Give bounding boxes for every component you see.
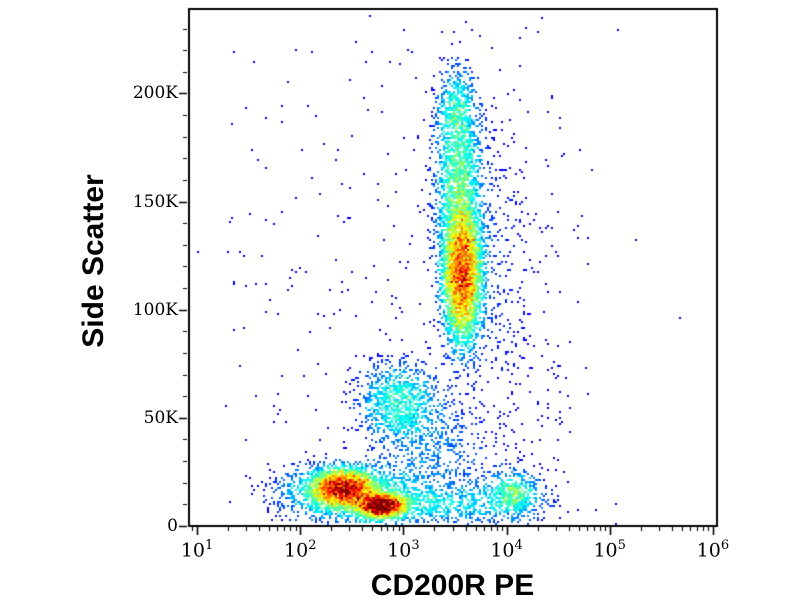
y-tick-label-0: 0: [167, 516, 178, 536]
y-tick-label-200K: 200K: [132, 83, 178, 104]
x-tick-label-10e4: 104: [490, 538, 523, 562]
y-tick-label-50K: 50K: [143, 407, 178, 428]
y-tick-label-100K: 100K: [132, 299, 178, 320]
x-tick-label-10e3: 103: [387, 538, 420, 562]
x-tick-label-10e1: 101: [180, 538, 214, 562]
x-tick-label-10e5: 105: [593, 538, 626, 562]
y-tick-label-150K: 150K: [132, 191, 178, 212]
x-axis-title: CD200R PE: [370, 569, 535, 600]
x-tick-label-10e6: 106: [696, 538, 730, 562]
x-tick-label-10e2: 102: [284, 538, 317, 562]
